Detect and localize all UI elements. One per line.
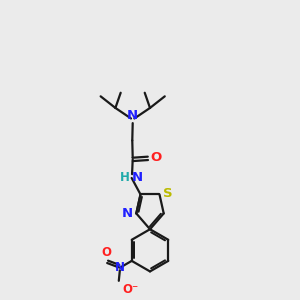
Text: O: O bbox=[101, 246, 111, 259]
Text: N: N bbox=[115, 261, 125, 274]
Text: O: O bbox=[150, 152, 162, 164]
Text: H: H bbox=[120, 171, 130, 184]
Text: N: N bbox=[126, 109, 137, 122]
Text: N: N bbox=[122, 207, 133, 220]
Text: S: S bbox=[163, 187, 173, 200]
Text: N: N bbox=[132, 171, 143, 184]
Text: O⁻: O⁻ bbox=[122, 283, 138, 296]
